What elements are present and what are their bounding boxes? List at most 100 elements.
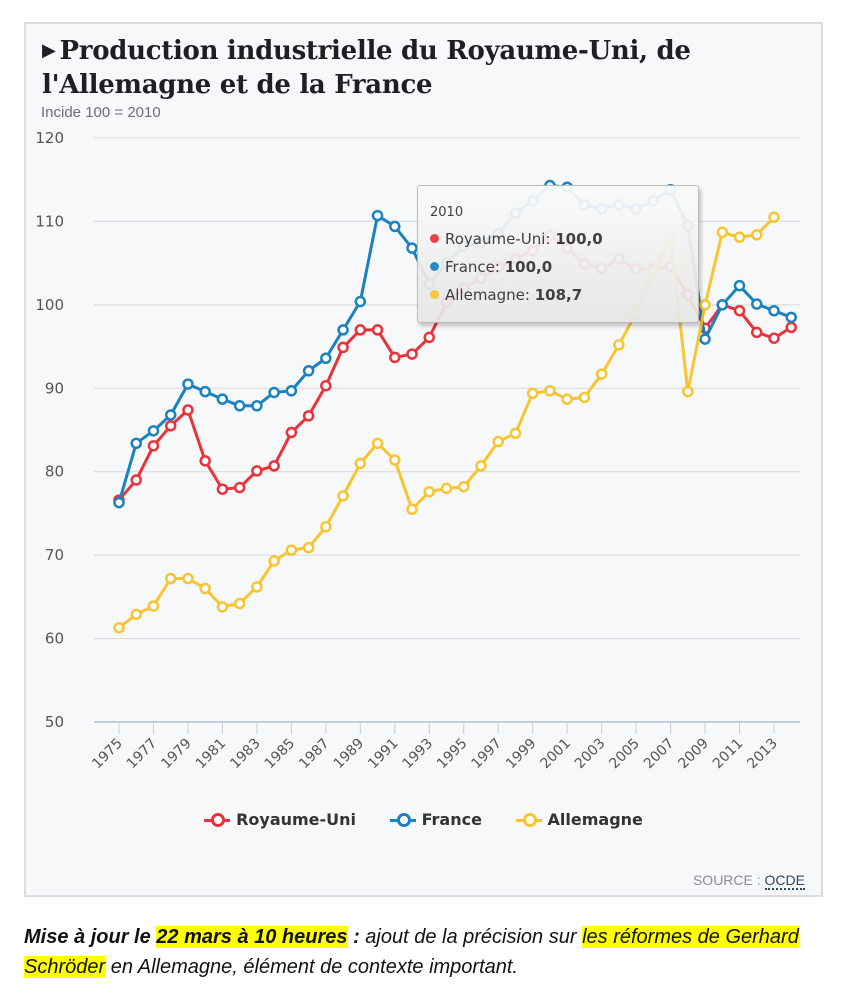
x-tick-label: 2011 bbox=[710, 736, 747, 773]
tooltip-row-allemagne: Allemagne: 108,7 bbox=[430, 286, 582, 304]
triangle-right-icon[interactable]: ▶ bbox=[42, 40, 56, 61]
legend-item-royaume-uni[interactable]: Royaume-Uni bbox=[204, 810, 356, 829]
x-tick-label: 2007 bbox=[641, 736, 678, 773]
tooltip-row-royaume-uni: Royaume-Uni: 100,0 bbox=[430, 230, 603, 248]
data-point bbox=[147, 425, 160, 437]
data-point bbox=[492, 435, 504, 448]
data-point bbox=[371, 209, 384, 222]
data-point bbox=[423, 331, 436, 344]
chart-subtitle: Incide 100 = 2010 bbox=[41, 104, 161, 121]
data-point bbox=[147, 440, 160, 452]
data-point bbox=[113, 496, 125, 509]
x-tick-label: 1985 bbox=[262, 736, 299, 773]
data-point bbox=[233, 481, 246, 494]
chart-legend: Royaume-Uni France Allemagne bbox=[26, 810, 821, 829]
x-tick-label: 2013 bbox=[744, 736, 781, 773]
legend-marker-icon bbox=[515, 813, 542, 827]
x-tick-label: 1991 bbox=[365, 736, 402, 773]
x-tick-label: 1989 bbox=[331, 736, 368, 773]
data-point bbox=[320, 380, 332, 392]
y-tick-label: 100 bbox=[35, 296, 64, 314]
series-dot-icon bbox=[430, 234, 439, 243]
x-tick-label: 2009 bbox=[675, 736, 712, 773]
y-tick-label: 60 bbox=[45, 630, 64, 648]
data-point bbox=[164, 420, 177, 432]
note-prefix: Mise à jour le bbox=[24, 926, 157, 948]
data-point bbox=[526, 387, 539, 400]
data-point bbox=[337, 324, 349, 336]
data-point bbox=[285, 544, 298, 556]
data-point bbox=[371, 437, 384, 450]
data-point bbox=[423, 485, 436, 498]
data-point bbox=[682, 385, 694, 398]
y-tick-label: 90 bbox=[45, 379, 64, 397]
data-point bbox=[199, 582, 211, 595]
source-label: SOURCE : bbox=[692, 872, 765, 888]
legend-item-france[interactable]: France bbox=[389, 810, 482, 829]
data-point bbox=[182, 404, 194, 416]
data-point bbox=[768, 304, 780, 317]
data-point bbox=[268, 460, 280, 472]
x-tick-label: 1981 bbox=[193, 736, 230, 773]
data-point bbox=[751, 229, 763, 241]
data-point bbox=[130, 474, 142, 486]
source-credit: SOURCE : OCDE bbox=[692, 872, 805, 890]
data-point bbox=[613, 339, 625, 351]
data-point bbox=[337, 341, 349, 354]
data-point bbox=[268, 555, 280, 567]
data-point bbox=[337, 490, 349, 502]
update-note: Mise à jour le 22 mars à 10 heures : ajo… bbox=[24, 922, 824, 982]
y-tick-label: 110 bbox=[35, 212, 64, 230]
x-tick-label: 2005 bbox=[606, 736, 643, 773]
x-tick-label: 1977 bbox=[124, 736, 161, 773]
y-tick-label: 120 bbox=[35, 129, 64, 147]
y-tick-label: 70 bbox=[45, 546, 64, 564]
data-point bbox=[440, 482, 453, 495]
data-point bbox=[302, 410, 315, 422]
chart-title-text: Production industrielle du Royaume-Uni, … bbox=[42, 36, 691, 100]
data-point bbox=[354, 295, 367, 308]
data-point bbox=[699, 333, 711, 345]
data-point bbox=[389, 454, 401, 466]
data-point bbox=[475, 460, 487, 472]
data-point bbox=[251, 465, 263, 477]
series-dot-icon bbox=[430, 262, 439, 271]
data-point bbox=[216, 601, 229, 613]
chart-title[interactable]: ▶ Production industrielle du Royaume-Uni,… bbox=[42, 34, 762, 102]
tooltip-label: France: bbox=[445, 258, 505, 276]
data-point bbox=[457, 480, 470, 493]
data-point bbox=[733, 231, 746, 244]
legend-label: France bbox=[421, 810, 482, 829]
note-date-highlight: 22 mars à 10 heures bbox=[156, 926, 348, 948]
note-text: ajout de la précision sur bbox=[359, 926, 583, 948]
legend-marker-icon bbox=[204, 813, 231, 827]
data-point bbox=[147, 600, 160, 612]
tooltip-row-france: France: 100,0 bbox=[430, 258, 552, 276]
data-point bbox=[285, 426, 298, 439]
tooltip-value: 108,7 bbox=[534, 286, 583, 304]
legend-item-allemagne[interactable]: Allemagne bbox=[515, 810, 643, 829]
data-point bbox=[544, 385, 556, 397]
source-link[interactable]: OCDE bbox=[764, 872, 805, 890]
data-point bbox=[354, 324, 367, 336]
data-point bbox=[113, 621, 125, 634]
data-point bbox=[216, 393, 229, 405]
data-point bbox=[406, 348, 418, 360]
data-point bbox=[285, 385, 298, 397]
x-tick-label: 2003 bbox=[572, 736, 609, 773]
data-point bbox=[699, 299, 711, 311]
data-point bbox=[130, 437, 142, 450]
data-point bbox=[251, 400, 263, 412]
data-point bbox=[320, 521, 332, 533]
legend-label: Royaume-Uni bbox=[236, 810, 357, 829]
data-point bbox=[199, 455, 211, 467]
legend-label: Allemagne bbox=[547, 810, 643, 829]
data-point bbox=[268, 386, 280, 399]
data-point bbox=[406, 242, 418, 254]
x-tick-label: 1987 bbox=[296, 736, 333, 773]
data-point bbox=[716, 226, 729, 239]
data-point bbox=[182, 572, 194, 585]
y-tick-label: 80 bbox=[45, 463, 64, 481]
x-tick-label: 1997 bbox=[469, 736, 506, 773]
data-point bbox=[302, 541, 315, 554]
